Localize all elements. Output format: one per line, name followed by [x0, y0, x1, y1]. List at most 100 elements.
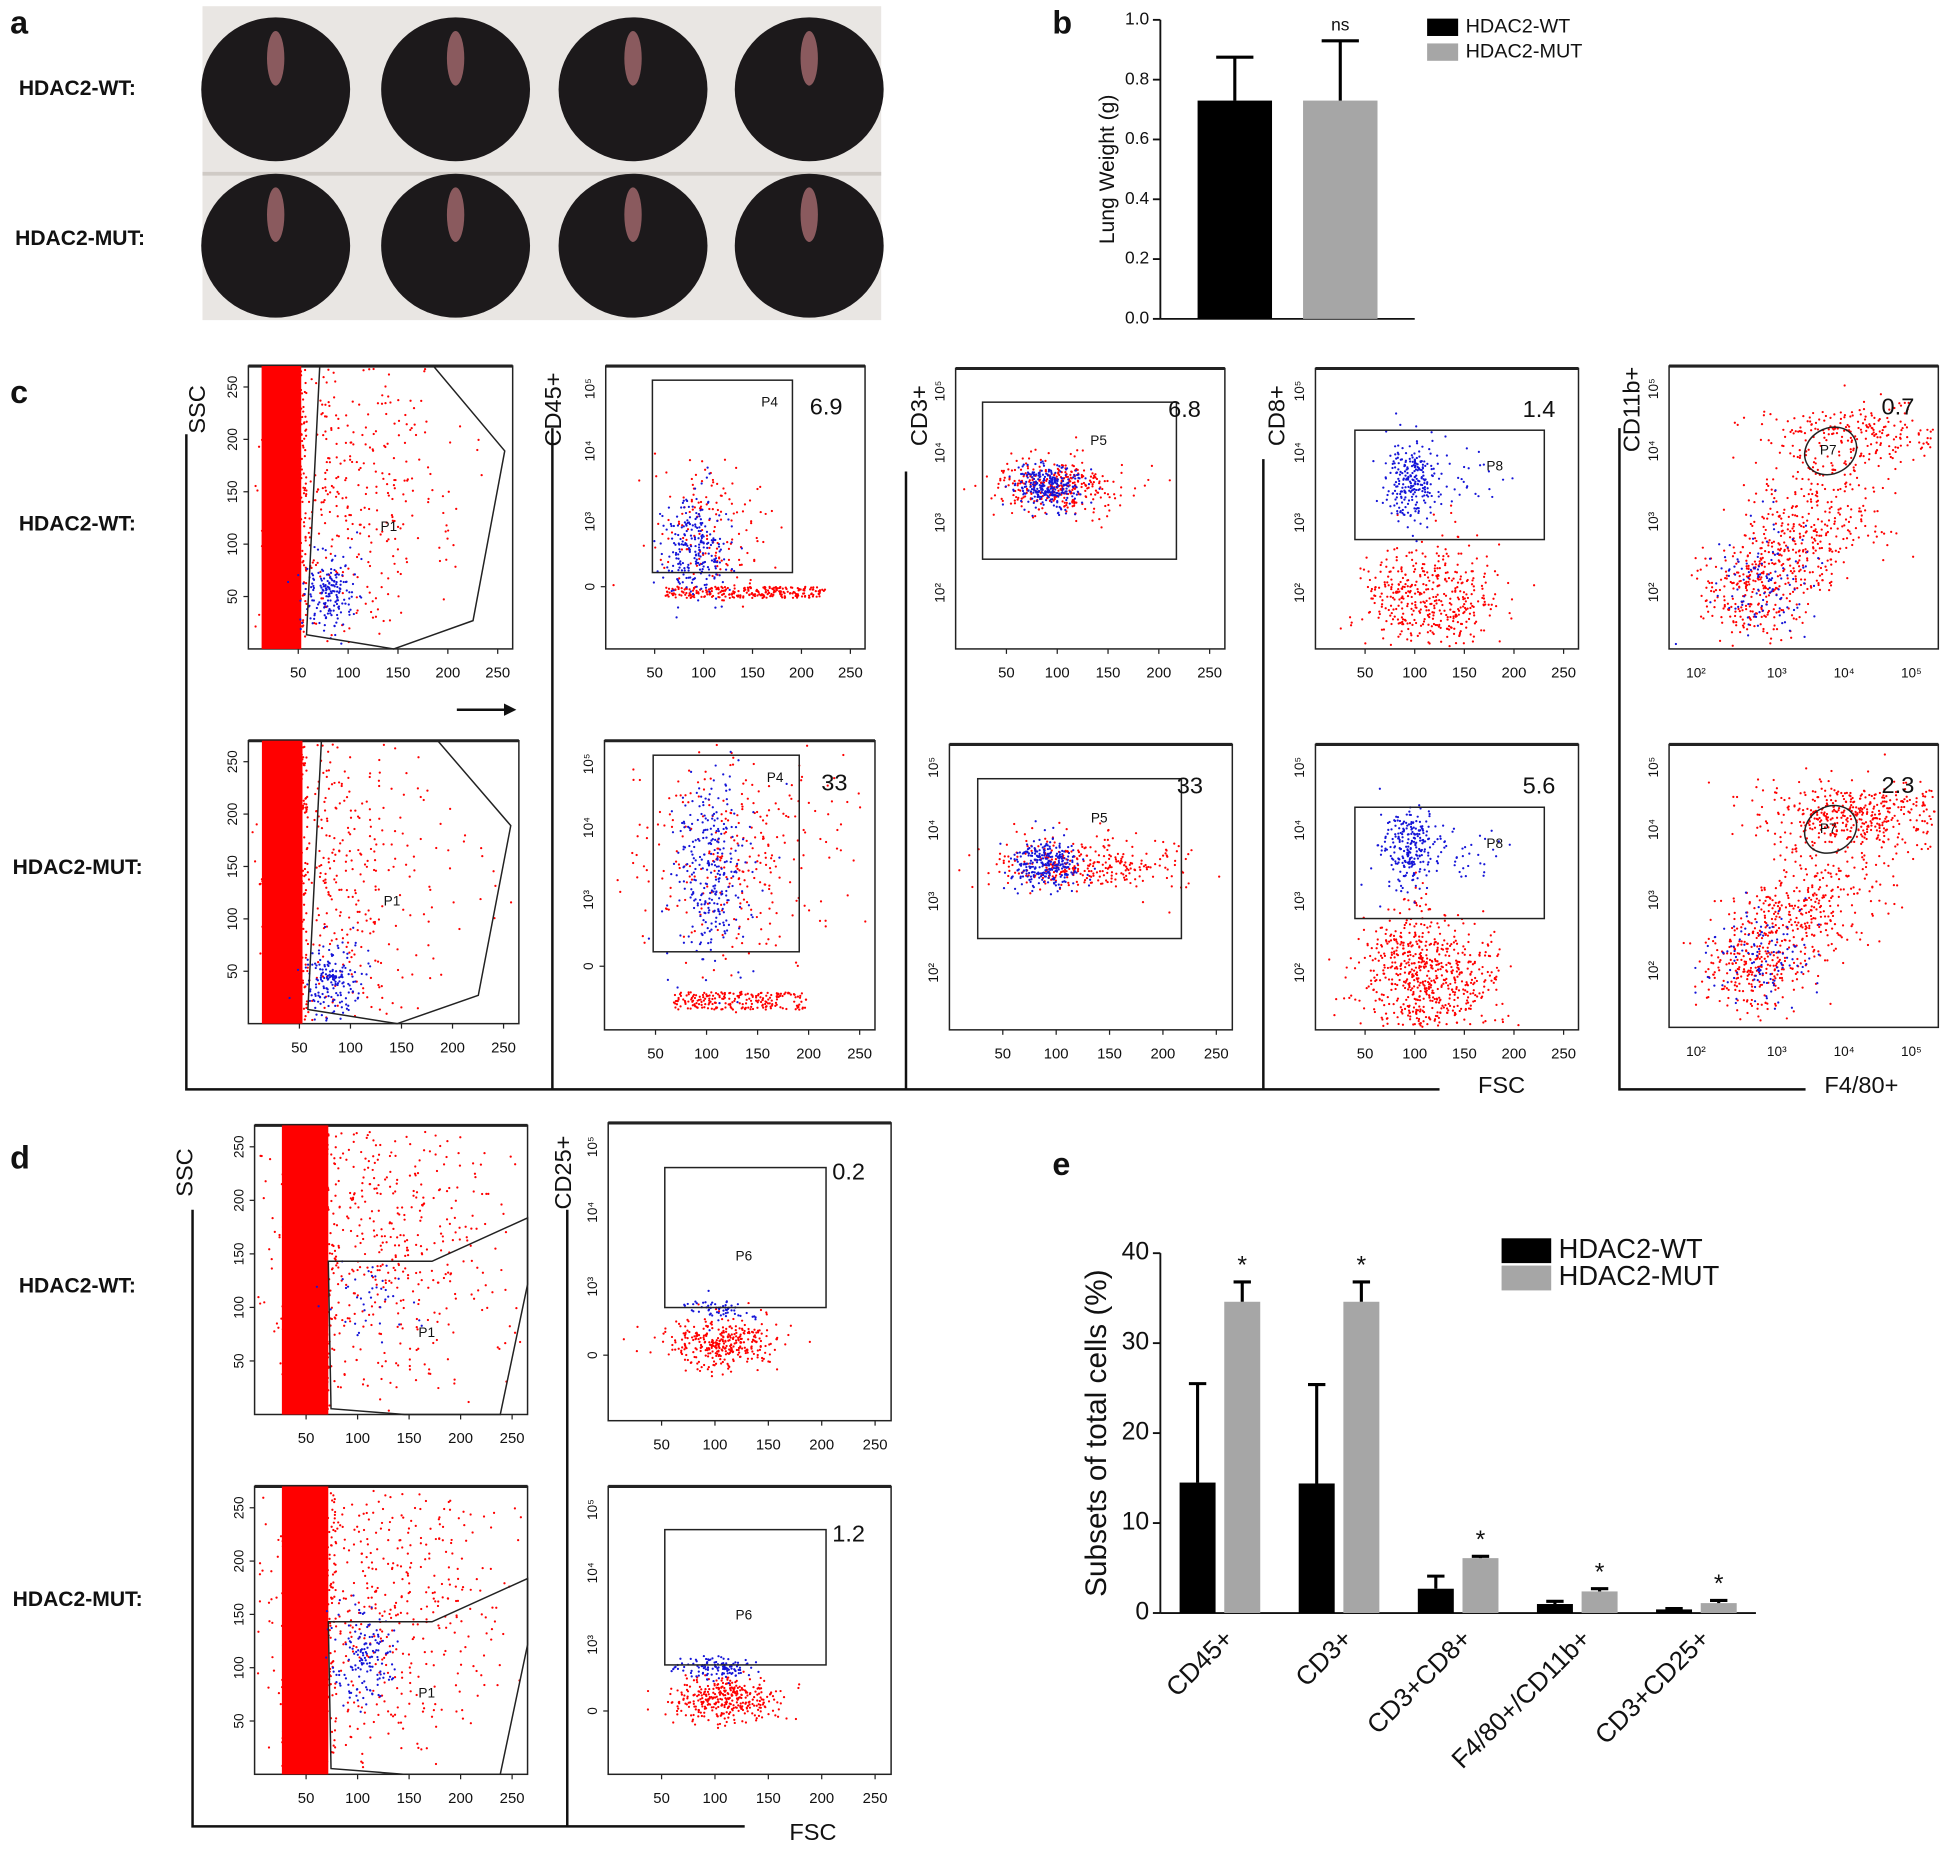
- event-dot: [347, 1004, 350, 1007]
- event-dot: [1820, 572, 1824, 576]
- event-dot: [1413, 618, 1416, 622]
- event-dot: [1747, 576, 1750, 579]
- event-dot: [296, 548, 299, 551]
- event-dot: [300, 753, 303, 756]
- event-dot: [1794, 575, 1797, 578]
- event-dot: [345, 854, 348, 857]
- event-dot: [282, 973, 285, 976]
- event-dot: [1923, 454, 1926, 457]
- event-dot: [405, 772, 408, 775]
- event-dot: [677, 533, 680, 537]
- event-dot: [1064, 490, 1067, 493]
- event-dot: [1076, 449, 1079, 452]
- event-dot: [367, 962, 370, 965]
- event-dot: [1071, 499, 1074, 502]
- event-dot: [1799, 578, 1803, 581]
- event-dot: [255, 823, 258, 826]
- y-tick-label: 10³: [582, 511, 597, 531]
- event-dot: [1080, 482, 1083, 486]
- event-dot: [394, 924, 398, 927]
- event-dot: [336, 982, 340, 985]
- event-dot: [1742, 416, 1746, 419]
- event-dot: [1394, 453, 1397, 456]
- event-dot: [1060, 464, 1064, 467]
- event-dot: [685, 523, 688, 526]
- event-dot: [282, 967, 285, 970]
- event-dot: [1436, 623, 1439, 627]
- event-dot: [387, 577, 390, 580]
- event-dot: [1476, 534, 1479, 537]
- event-dot: [1757, 588, 1760, 591]
- event-dot: [300, 392, 304, 395]
- event-dot: [290, 898, 293, 901]
- event-dot: [264, 762, 267, 765]
- event-dot: [1445, 613, 1448, 617]
- event-dot: [1411, 456, 1414, 459]
- event-dot: [324, 587, 328, 590]
- event-dot: [1103, 491, 1107, 495]
- event-dot: [1389, 595, 1392, 598]
- event-dot: [716, 565, 719, 568]
- event-dot: [722, 558, 726, 561]
- event-dot: [339, 583, 342, 586]
- event-dot: [670, 537, 674, 540]
- event-dot: [1091, 472, 1094, 475]
- event-dot: [1808, 571, 1812, 574]
- event-dot: [1098, 487, 1101, 490]
- event-dot: [683, 567, 686, 570]
- event-dot: [1002, 469, 1006, 472]
- event-dot: [297, 910, 300, 913]
- event-dot: [1464, 571, 1467, 574]
- event-dot: [1401, 447, 1404, 450]
- event-dot: [335, 456, 338, 459]
- event-dot: [1440, 640, 1443, 643]
- event-dot: [277, 436, 280, 439]
- event-dot: [677, 522, 681, 525]
- event-dot: [1753, 615, 1757, 618]
- event-dot: [289, 618, 292, 621]
- event-dot: [334, 962, 337, 965]
- event-dot: [298, 815, 302, 818]
- event-dot: [1747, 580, 1750, 584]
- event-dot: [265, 903, 268, 906]
- event-dot: [1798, 616, 1801, 619]
- event-dot: [404, 500, 407, 503]
- event-dot: [1423, 591, 1426, 594]
- event-dot: [387, 538, 390, 541]
- event-dot: [1822, 465, 1825, 468]
- event-dot: [739, 594, 742, 598]
- event-dot: [691, 592, 695, 596]
- event-dot: [706, 466, 709, 469]
- event-dot: [304, 381, 307, 385]
- event-dot: [295, 594, 298, 597]
- event-dot: [286, 444, 290, 447]
- event-dot: [326, 978, 329, 981]
- event-dot: [1060, 484, 1063, 487]
- event-dot: [288, 926, 291, 929]
- event-dot: [768, 585, 771, 589]
- event-dot: [1839, 411, 1842, 414]
- event-dot: [1399, 492, 1402, 496]
- event-dot: [303, 592, 306, 596]
- event-dot: [319, 399, 322, 402]
- y-tick-label: 0: [1135, 1599, 1149, 1626]
- event-dot: [705, 583, 708, 586]
- event-dot: [687, 566, 690, 570]
- event-dot: [1445, 580, 1448, 583]
- event-dot: [295, 400, 298, 403]
- event-dot: [783, 596, 786, 600]
- event-dot: [327, 586, 330, 589]
- event-dot: [1106, 515, 1109, 518]
- event-dot: [300, 423, 303, 426]
- event-dot: [283, 575, 286, 578]
- event-dot: [322, 501, 325, 504]
- event-dot: [759, 594, 762, 597]
- event-dot: [690, 596, 693, 599]
- event-dot: [1390, 611, 1393, 615]
- event-dot: [323, 614, 326, 617]
- event-dot: [1428, 612, 1431, 616]
- event-dot: [1753, 560, 1757, 563]
- event-dot: [804, 585, 807, 589]
- event-dot: [320, 826, 324, 830]
- event-dot: [299, 473, 302, 476]
